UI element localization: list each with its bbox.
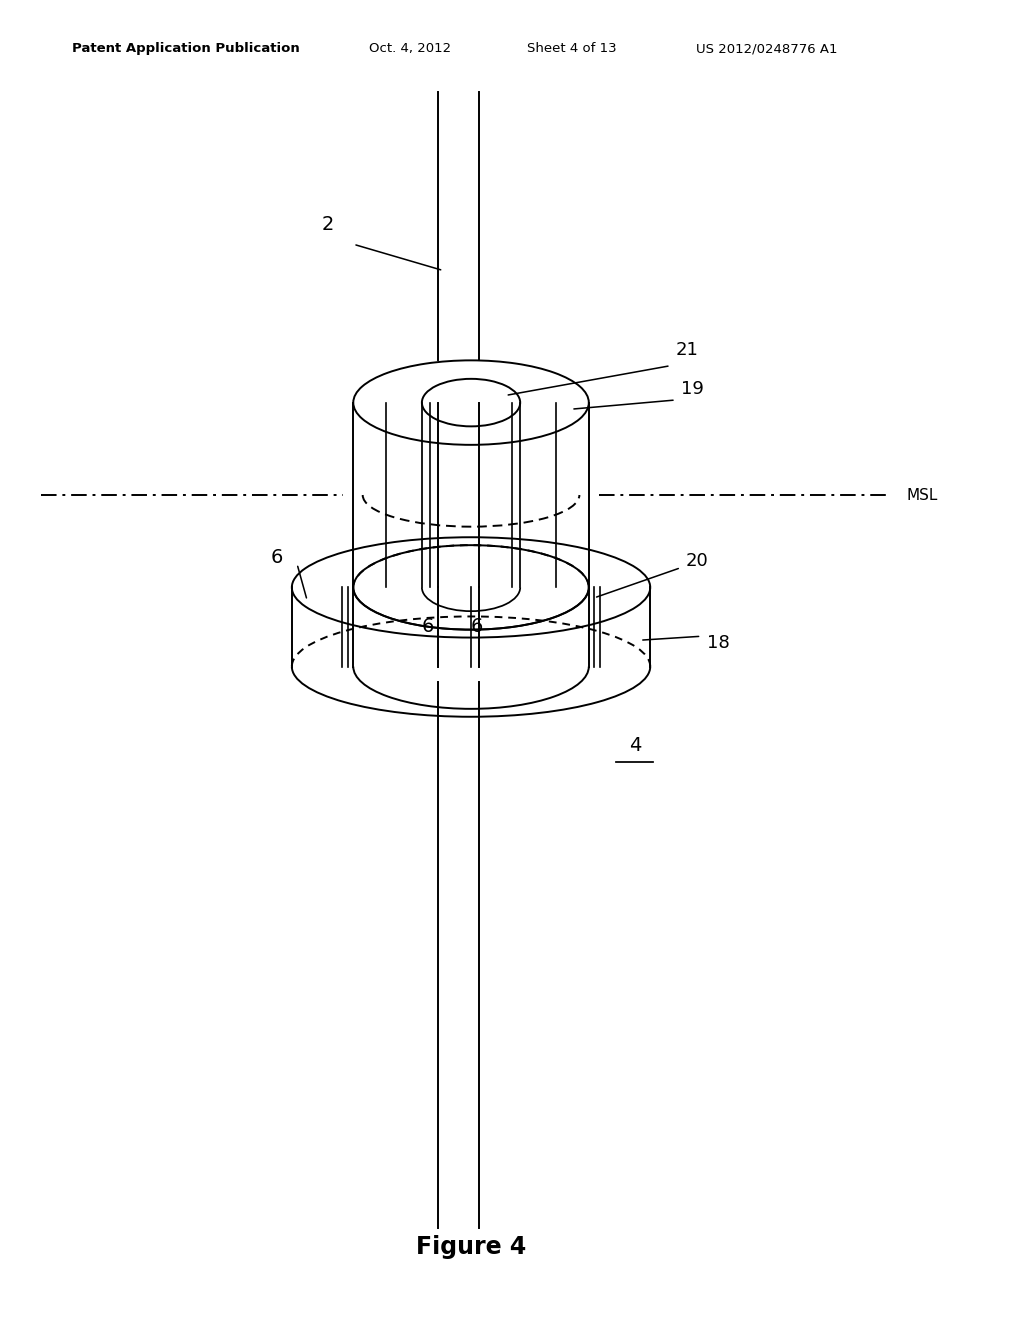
Text: Oct. 4, 2012: Oct. 4, 2012 <box>369 42 451 55</box>
Text: Sheet 4 of 13: Sheet 4 of 13 <box>527 42 617 55</box>
Text: US 2012/0248776 A1: US 2012/0248776 A1 <box>696 42 838 55</box>
Text: 6: 6 <box>471 618 483 636</box>
Text: Patent Application Publication: Patent Application Publication <box>72 42 299 55</box>
Text: 21: 21 <box>676 341 698 359</box>
Text: Figure 4: Figure 4 <box>416 1236 526 1259</box>
Text: 6: 6 <box>422 618 434 636</box>
Text: 4: 4 <box>629 737 641 755</box>
Text: 19: 19 <box>681 380 703 399</box>
Text: 6: 6 <box>270 548 283 566</box>
Text: 20: 20 <box>686 552 709 570</box>
Text: 18: 18 <box>707 634 729 652</box>
Text: 2: 2 <box>322 215 334 234</box>
Text: MSL: MSL <box>906 487 938 503</box>
